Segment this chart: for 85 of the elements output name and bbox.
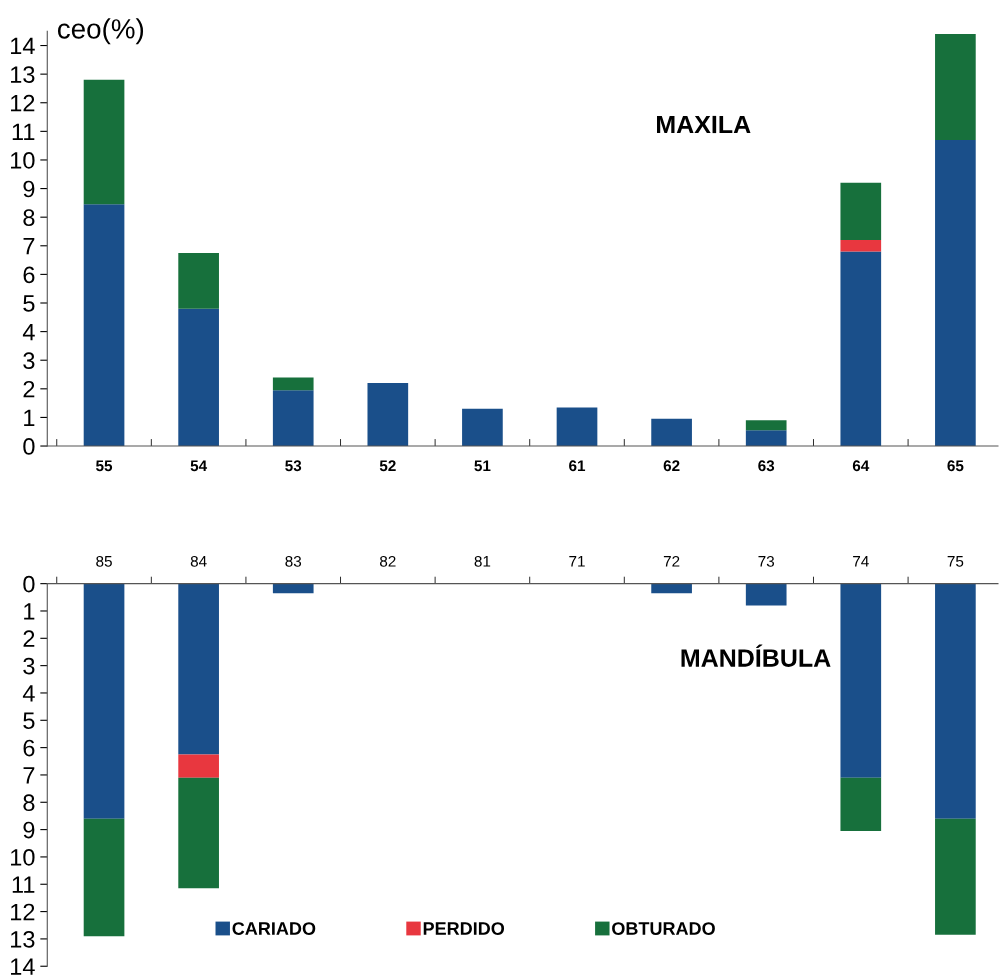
x-tick-label: 74 bbox=[853, 556, 869, 567]
bar bbox=[272, 390, 314, 447]
text: MAXILA bbox=[657, 115, 751, 134]
y-tick-label: 10 bbox=[11, 152, 35, 169]
bar bbox=[935, 139, 976, 447]
x-tick-label: 83 bbox=[285, 555, 302, 567]
legend-label: PERDIDO bbox=[423, 922, 505, 935]
y-tick-label: 14 bbox=[11, 37, 35, 55]
bar bbox=[178, 583, 219, 755]
x-tick-label: 85 bbox=[96, 555, 112, 567]
x-tick-label: 55 bbox=[96, 460, 113, 472]
bar bbox=[178, 308, 219, 447]
bar bbox=[83, 818, 125, 937]
y-tick-label: 3 bbox=[23, 657, 35, 675]
y-tick-label: 6 bbox=[23, 739, 35, 757]
bar bbox=[840, 583, 882, 778]
x-tick-label: 82 bbox=[379, 555, 396, 567]
bar bbox=[178, 777, 219, 889]
y-tick-label: 9 bbox=[23, 821, 35, 839]
x-tick-label: 73 bbox=[758, 555, 775, 567]
y-tick-label: 4 bbox=[22, 685, 35, 702]
bar bbox=[651, 583, 692, 594]
text: MANDÍBULA bbox=[681, 644, 831, 667]
y-tick-label: 1 bbox=[24, 409, 35, 426]
bar bbox=[83, 204, 125, 447]
y-tick-label: 14 bbox=[11, 958, 35, 975]
y-tick-label: 6 bbox=[23, 266, 35, 284]
y-tick-label: 10 bbox=[11, 849, 35, 866]
bar bbox=[178, 754, 219, 778]
y-tick-label: 4 bbox=[22, 323, 35, 341]
bar bbox=[840, 777, 882, 831]
x-tick-label: 81 bbox=[474, 555, 491, 567]
x-tick-label: 75 bbox=[947, 556, 964, 567]
bar bbox=[935, 818, 976, 935]
bar bbox=[935, 34, 976, 140]
y-tick-label: 11 bbox=[12, 876, 35, 893]
y-tick-label: 3 bbox=[23, 352, 35, 369]
y-tick-label: 5 bbox=[23, 712, 35, 730]
y-tick-label: 7 bbox=[23, 238, 35, 255]
bar bbox=[272, 583, 314, 594]
bar bbox=[840, 251, 882, 447]
x-tick-label: 54 bbox=[190, 460, 208, 472]
y-tick-label: 1 bbox=[24, 603, 35, 620]
y-tick-label: 11 bbox=[12, 123, 35, 140]
x-tick-label: 71 bbox=[569, 556, 585, 567]
y-tick-label: 5 bbox=[23, 295, 35, 312]
bar bbox=[745, 420, 787, 431]
bar bbox=[745, 430, 787, 447]
bar bbox=[272, 377, 314, 391]
bar bbox=[178, 252, 219, 309]
y-tick-label: 12 bbox=[11, 94, 35, 112]
x-tick-label: 51 bbox=[474, 460, 491, 472]
x-tick-label: 62 bbox=[663, 460, 680, 472]
x-tick-label: 72 bbox=[663, 555, 680, 567]
bar bbox=[83, 79, 125, 205]
bar bbox=[651, 418, 692, 447]
y-tick-label: 8 bbox=[23, 794, 35, 812]
y-tick-label: 7 bbox=[23, 767, 35, 784]
y-tick-label: 13 bbox=[11, 930, 35, 948]
x-tick-label: 65 bbox=[947, 460, 964, 472]
bar bbox=[367, 383, 409, 447]
bar bbox=[83, 583, 125, 819]
x-tick-label: 64 bbox=[852, 460, 870, 472]
bar bbox=[935, 583, 976, 819]
y-tick-label: 0 bbox=[23, 575, 35, 593]
y-axis-title: ceo(%) bbox=[57, 18, 144, 45]
bar bbox=[840, 182, 882, 241]
bar bbox=[462, 408, 503, 447]
y-tick-label: 12 bbox=[11, 903, 35, 921]
y-tick-label: 2 bbox=[23, 630, 35, 647]
y-tick-label: 9 bbox=[23, 180, 35, 198]
bar bbox=[745, 583, 787, 606]
y-tick-label: 0 bbox=[23, 438, 35, 455]
legend-label: OBTURADO bbox=[612, 922, 715, 935]
x-tick-label: 84 bbox=[190, 555, 207, 567]
x-tick-label: 63 bbox=[758, 460, 775, 472]
bar bbox=[556, 407, 598, 447]
x-tick-label: 53 bbox=[285, 460, 302, 472]
y-tick-label: 13 bbox=[11, 66, 35, 83]
x-tick-label: 52 bbox=[379, 460, 396, 472]
x-tick-label: 61 bbox=[569, 460, 586, 472]
y-tick-label: 8 bbox=[23, 209, 35, 226]
bar bbox=[840, 240, 882, 252]
y-tick-label: 2 bbox=[23, 380, 35, 398]
legend-label: CARIADO bbox=[232, 922, 316, 935]
